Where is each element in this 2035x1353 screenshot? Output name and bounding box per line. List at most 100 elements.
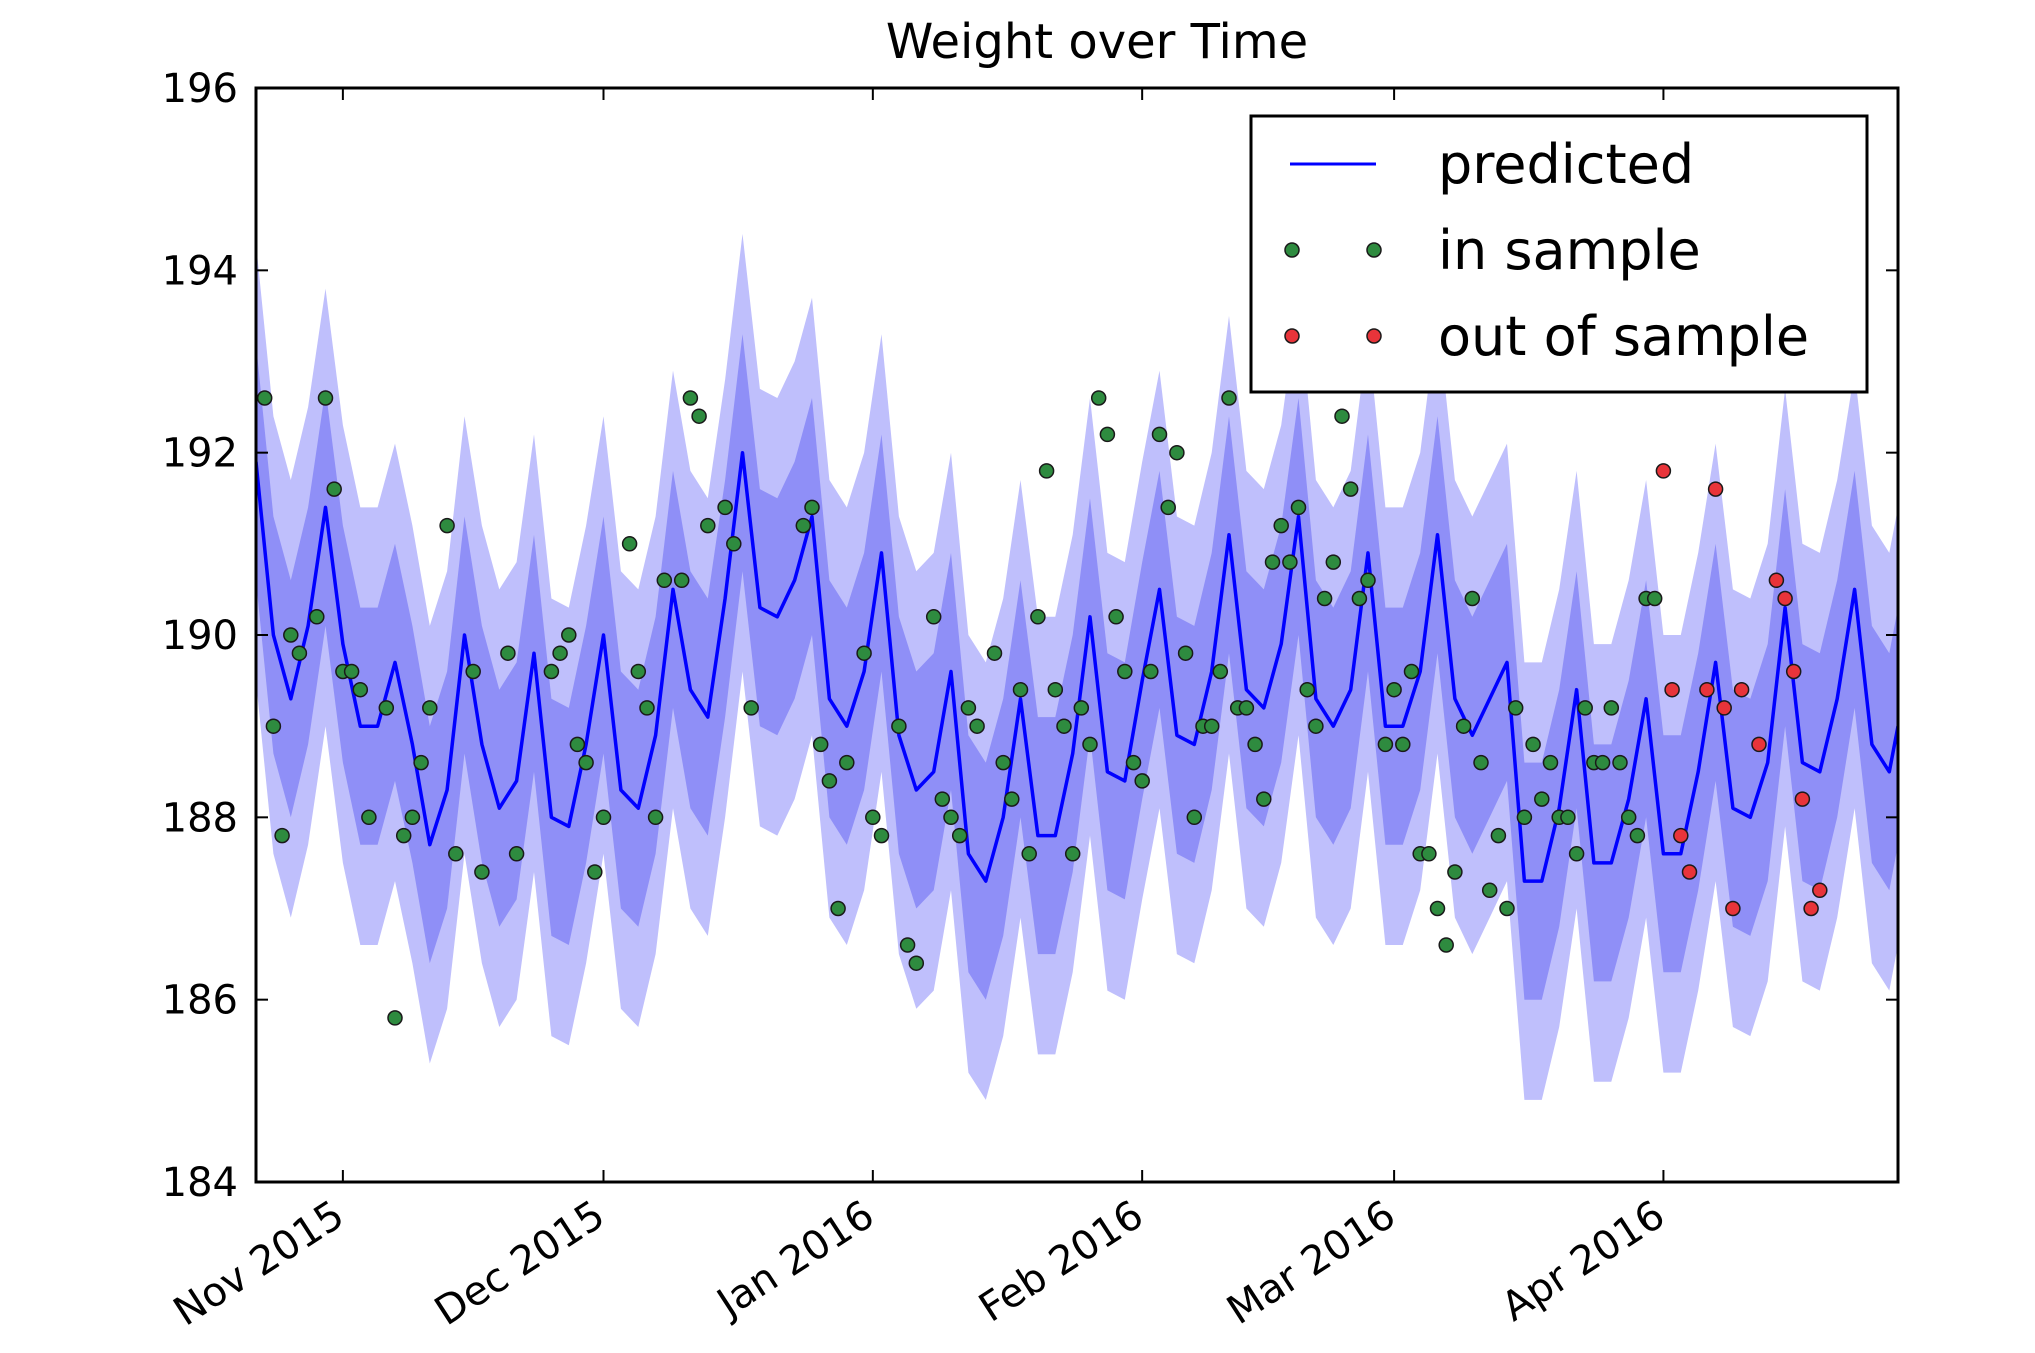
in-sample-point	[422, 700, 438, 716]
out-of-sample-point	[1673, 827, 1689, 844]
legend-box	[1249, 114, 1869, 394]
in-sample-point	[865, 809, 881, 826]
in-sample-point	[969, 718, 985, 734]
out-of-sample-point	[1664, 681, 1680, 698]
in-sample-points	[256, 390, 1663, 1026]
in-sample-point	[891, 718, 907, 734]
x-tick-label: Mar 2016	[1219, 1192, 1403, 1334]
in-sample-point	[1542, 754, 1559, 771]
in-sample-point	[1612, 754, 1628, 771]
in-sample-point	[726, 536, 742, 552]
in-sample-point	[569, 736, 586, 753]
legend-in-sample-label: in sample	[1438, 219, 1701, 282]
in-sample-point	[578, 754, 594, 771]
in-sample-point	[500, 645, 516, 661]
in-sample-point	[1568, 846, 1585, 862]
in-sample-point	[717, 499, 733, 516]
in-sample-point	[1282, 554, 1298, 570]
in-sample-point	[1212, 663, 1229, 680]
in-sample-point	[326, 481, 342, 497]
in-sample-point	[1030, 609, 1046, 625]
in-sample-point	[1186, 809, 1203, 826]
in-sample-point	[378, 700, 395, 716]
in-sample-point	[1169, 444, 1185, 461]
in-sample-point	[1073, 700, 1090, 716]
in-sample-point	[1429, 900, 1446, 917]
in-sample-point	[1516, 809, 1533, 826]
in-sample-point	[673, 572, 690, 589]
in-sample-point	[274, 827, 290, 844]
in-sample-point	[1490, 827, 1507, 844]
legend-predicted-label: predicted	[1438, 133, 1694, 196]
in-sample-point	[352, 681, 369, 698]
y-tick-label: 196	[162, 66, 238, 112]
in-sample-point	[1629, 827, 1646, 844]
band-inner-area	[256, 334, 1898, 1000]
in-sample-point	[630, 663, 647, 680]
in-sample-point	[986, 645, 1003, 661]
out-of-sample-point	[1655, 463, 1672, 479]
legend-out-sample-dot-1	[1284, 328, 1300, 344]
in-sample-point	[1499, 900, 1515, 917]
out-of-sample-point	[1699, 681, 1715, 698]
in-sample-point	[691, 408, 707, 424]
in-sample-point	[743, 700, 759, 716]
in-sample-point	[1047, 681, 1064, 698]
in-sample-point	[925, 609, 942, 625]
in-sample-point	[1473, 754, 1489, 771]
in-sample-point	[647, 809, 664, 826]
in-sample-point	[1620, 809, 1637, 826]
out-of-sample-point	[1716, 700, 1732, 716]
in-sample-point	[812, 736, 829, 753]
in-sample-point	[639, 700, 655, 716]
in-sample-point	[656, 572, 673, 589]
y-tick-label: 186	[162, 978, 238, 1024]
in-sample-point	[1090, 390, 1107, 406]
in-sample-point	[561, 627, 577, 643]
in-sample-point	[1560, 809, 1576, 826]
in-sample-point	[1447, 864, 1463, 880]
out-of-sample-point	[1707, 481, 1724, 497]
y-tick-label: 188	[162, 795, 238, 841]
in-sample-point	[1290, 499, 1307, 516]
in-sample-point	[995, 754, 1011, 771]
in-sample-point	[1421, 846, 1437, 862]
in-sample-point	[1134, 773, 1150, 789]
in-sample-point	[682, 390, 699, 406]
in-sample-point	[1351, 590, 1368, 607]
in-sample-point	[1507, 700, 1524, 716]
legend-in-sample-dot-1	[1284, 242, 1300, 258]
in-sample-point	[1395, 736, 1411, 753]
in-sample-point	[508, 846, 525, 862]
out-of-sample-point	[1725, 900, 1741, 917]
in-sample-point	[1464, 590, 1481, 607]
out-of-sample-point	[1803, 900, 1819, 917]
in-sample-point	[1316, 590, 1333, 607]
in-sample-point	[1125, 754, 1142, 771]
out-of-sample-points	[1655, 463, 1828, 917]
in-sample-point	[1108, 609, 1124, 625]
x-tick-label: Feb 2016	[971, 1192, 1151, 1332]
y-tick-label: 194	[162, 248, 238, 294]
in-sample-point	[934, 791, 951, 807]
y-axis: 184 186 188 190 192 194 196	[162, 66, 1898, 1206]
predicted-line-group	[256, 450, 1898, 883]
in-sample-point	[1256, 791, 1272, 807]
confidence-band-inner	[256, 334, 1898, 1000]
in-sample-point	[1455, 718, 1472, 734]
out-of-sample-point	[1794, 791, 1811, 807]
legend: predicted in sample out of sample	[1249, 114, 1869, 394]
in-sample-point	[899, 937, 916, 953]
out-of-sample-point	[1777, 590, 1793, 607]
in-sample-point	[1325, 554, 1342, 570]
in-sample-point	[795, 517, 812, 534]
in-sample-point	[387, 1010, 403, 1026]
in-sample-point	[343, 663, 360, 680]
in-sample-point	[543, 663, 560, 680]
in-sample-point	[1594, 754, 1611, 771]
in-sample-point	[1360, 572, 1376, 589]
in-sample-point	[1099, 426, 1116, 443]
chart-title: Weight over Time	[886, 14, 1308, 70]
in-sample-point	[1203, 718, 1220, 734]
